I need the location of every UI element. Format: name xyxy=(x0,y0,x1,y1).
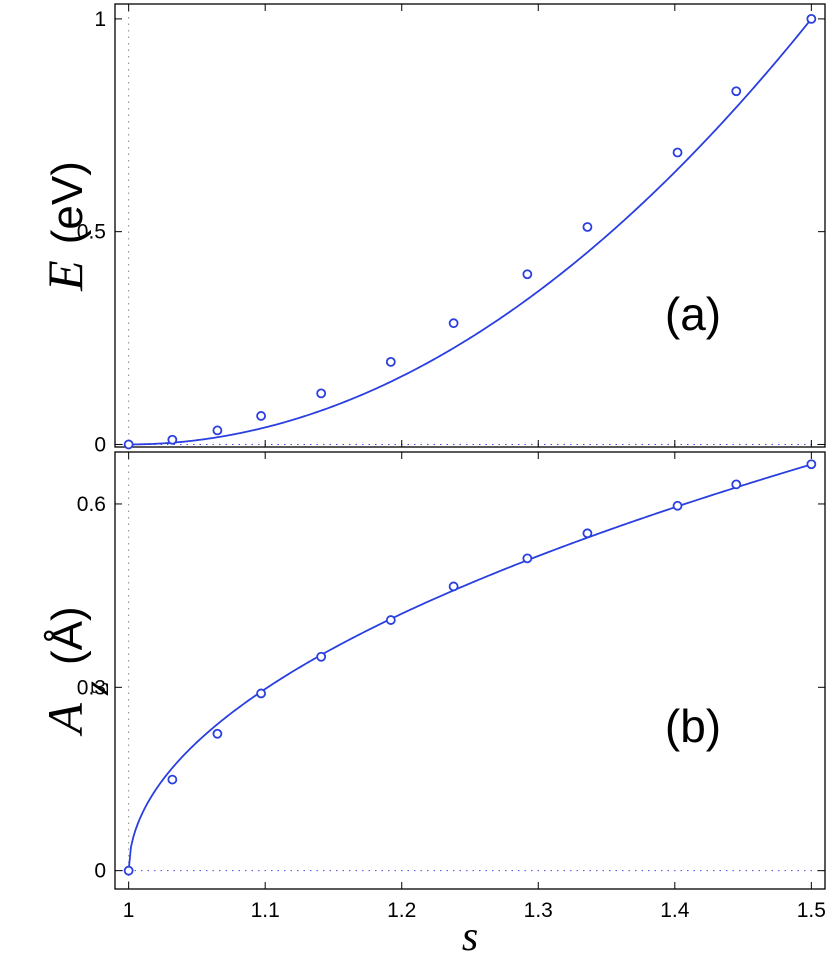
panel-a-y-tick-label: 0 xyxy=(94,433,106,456)
x-axis-label: s xyxy=(462,914,478,960)
data-point xyxy=(385,356,396,367)
data-point xyxy=(256,688,266,699)
panel-a-ylabel-symbol: E xyxy=(37,260,93,292)
data-point xyxy=(212,728,223,739)
x-tick-label: 1.1 xyxy=(251,899,280,922)
data-point xyxy=(522,269,533,280)
x-tick-label: 1.4 xyxy=(660,899,690,922)
panel-b-ylabel-subscript: z xyxy=(76,681,116,696)
x-tick-label: 1.5 xyxy=(797,899,826,922)
panel-a-y-tick-label: 0.5 xyxy=(77,221,106,244)
panel-a-reference-lines xyxy=(115,4,825,447)
data-point xyxy=(582,222,593,232)
data-point xyxy=(316,651,327,662)
x-tick-label: 1.3 xyxy=(524,899,553,922)
data-point xyxy=(123,439,134,450)
panel-a-frame xyxy=(114,3,826,448)
panel-a: 00.51 (a) E (eV) xyxy=(37,3,826,456)
data-point xyxy=(385,615,396,625)
panel-b-y-axis-label: A z (Å) xyxy=(37,606,116,736)
data-point xyxy=(806,13,817,24)
data-point xyxy=(316,388,327,399)
panel-a-ylabel-unit: (eV) xyxy=(43,161,92,244)
panel-b-label: (b) xyxy=(665,700,721,752)
data-point xyxy=(672,500,683,511)
panel-a-ticks: 00.51 xyxy=(77,4,825,456)
data-point xyxy=(448,318,459,329)
panel-b-fit-curve xyxy=(127,463,812,871)
data-point xyxy=(212,425,223,436)
data-point xyxy=(256,411,266,421)
x-tick-label: 1.2 xyxy=(387,899,416,922)
panel-a-fit-curve xyxy=(128,18,813,446)
panel-a-data-points xyxy=(123,13,817,450)
data-point xyxy=(123,865,134,876)
panel-b: 1 1.1 1.2 1.3 1.4 1.5 0 0.3 0.6 (b) A z (Å) s xyxy=(37,451,826,960)
panel-b-y-tick-label: 0.3 xyxy=(77,676,106,699)
data-point xyxy=(167,774,178,785)
data-point xyxy=(731,479,742,490)
data-point xyxy=(582,528,593,539)
panel-b-frame xyxy=(114,451,826,890)
panel-b-reference-lines xyxy=(115,452,825,889)
data-point xyxy=(806,459,817,470)
data-point xyxy=(731,86,742,97)
data-point xyxy=(522,553,533,564)
data-point xyxy=(672,147,683,158)
panel-a-y-tick-label: 1 xyxy=(94,8,106,31)
data-point xyxy=(167,434,178,445)
panel-a-label: (a) xyxy=(665,288,721,340)
panel-b-y-tick-label: 0.6 xyxy=(77,493,106,516)
panel-b-ylabel-unit: (Å) xyxy=(43,606,92,665)
x-tick-label: 1 xyxy=(123,899,135,922)
panel-b-ylabel-symbol: A xyxy=(37,703,93,737)
panel-b-y-tick-label: 0 xyxy=(94,860,106,883)
panel-b-ticks: 1 1.1 1.2 1.3 1.4 1.5 0 0.3 0.6 xyxy=(77,452,826,922)
panel-b-data-points xyxy=(123,459,817,876)
panel-a-y-axis-label: E (eV) xyxy=(37,161,93,292)
data-point xyxy=(448,581,459,592)
